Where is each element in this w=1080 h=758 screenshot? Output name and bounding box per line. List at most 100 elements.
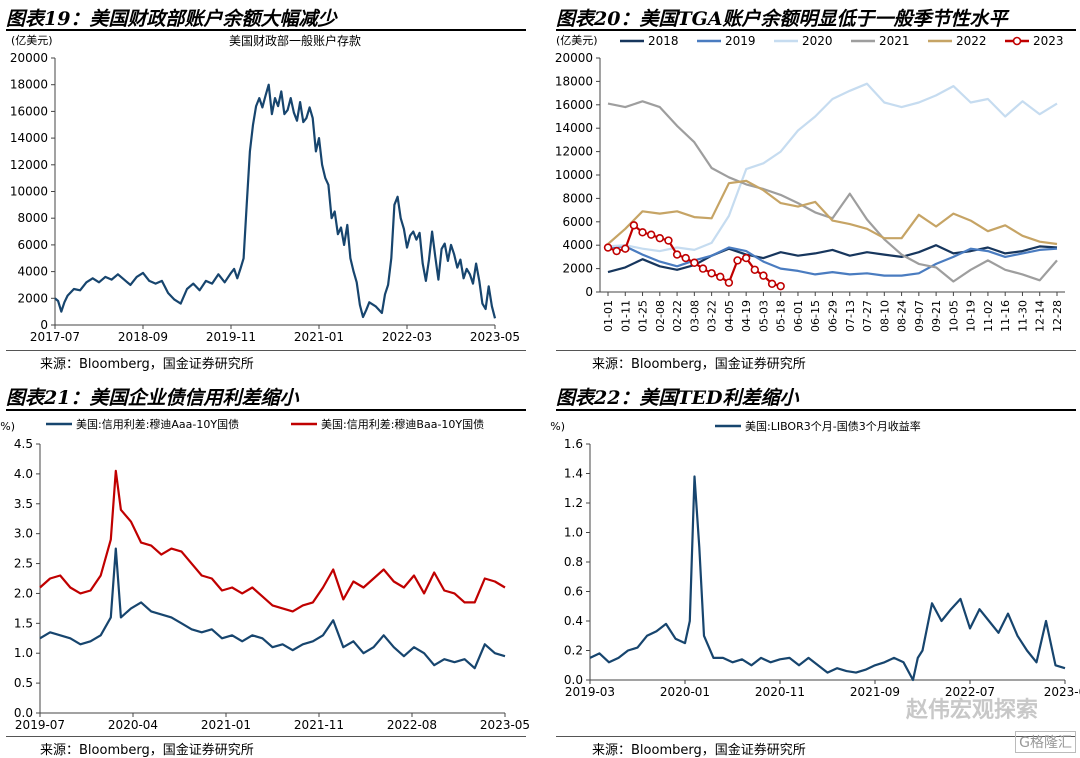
y-tick-label: 2000 (17, 291, 48, 305)
y-tick-label: 1.6 (564, 437, 583, 451)
legend-label-2022: 2022 (956, 34, 987, 48)
y-tick-label: 2.5 (14, 557, 33, 571)
panel-19-title-rule (6, 29, 526, 31)
x-tick-label: 2023-05 (470, 330, 520, 344)
legend-label-2020: 2020 (802, 34, 833, 48)
y-tick-label: 6000 (17, 238, 48, 252)
y-tick-label: 1.0 (564, 526, 583, 540)
series-line-2022 (607, 179, 1058, 246)
x-tick-label: 02-22 (671, 300, 684, 332)
x-tick-label: 07-13 (844, 300, 857, 332)
series-line-2021 (607, 100, 1058, 283)
series-point-2023 (638, 228, 647, 237)
y-tick-label: 4.0 (14, 467, 33, 481)
y-tick-label: 0.0 (564, 673, 583, 687)
y-tick-label: 1.2 (564, 496, 583, 510)
panel-20-title-rule (556, 29, 1076, 31)
x-tick-label: 01-01 (602, 300, 615, 332)
y-tick-label: 4000 (562, 238, 593, 252)
legend-label-2021: 2021 (879, 34, 910, 48)
x-tick-label: 2021-01 (294, 330, 344, 344)
x-tick-label: 04-05 (723, 300, 736, 332)
y-tick-label: 1.5 (14, 616, 33, 630)
y-tick-label: 1.0 (14, 646, 33, 660)
y-tick-label: 12000 (555, 145, 593, 159)
x-tick-label: 10-05 (947, 300, 960, 332)
panel-22-title-rule (556, 409, 1076, 411)
x-tick-label: 2022-07 (945, 685, 995, 699)
y-tick-label: 10000 (555, 168, 593, 182)
x-tick-label: 01-11 (619, 300, 632, 332)
x-tick-label: 2023-0 (1044, 685, 1080, 699)
x-tick-label: 11-16 (999, 300, 1012, 332)
panel-21-source: 来源：Bloomberg，国金证券研究所 (40, 743, 254, 758)
y-unit-label: (%) (550, 420, 565, 433)
panel-22-source: 来源：Bloomberg，国金证券研究所 (592, 743, 806, 758)
x-tick-label: 11-30 (1016, 300, 1029, 332)
y-tick-label: 16000 (555, 98, 593, 112)
x-tick-label: 08-10 (878, 300, 891, 332)
panel-19-bottom-rule (6, 350, 526, 351)
y-tick-label: 2000 (562, 262, 593, 276)
series-point-2023 (672, 250, 682, 259)
series-point-2023 (655, 233, 665, 243)
y-tick-label: 18000 (555, 74, 593, 88)
watermark-logo: G格隆汇 (1015, 731, 1076, 753)
y-unit-label: (亿美元) (11, 34, 53, 47)
series-point-2023 (629, 221, 639, 230)
y-tick-label: 8000 (17, 211, 48, 225)
x-tick-label: 09-07 (913, 300, 926, 332)
y-tick-label: 0.6 (564, 585, 583, 599)
panel-22-bottom-rule (556, 736, 1076, 737)
legend-label: 美国:LIBOR3个月-国债3个月收益率 (745, 419, 921, 433)
series-line-美国:信用利差:穆迪Baa-10Y国债 (39, 469, 506, 613)
x-tick-label: 2023-05 (480, 718, 530, 732)
panel-21-bottom-rule (6, 736, 526, 737)
x-tick-label: 06-29 (827, 300, 840, 332)
y-tick-label: 3.5 (14, 497, 33, 511)
x-tick-label: 02-08 (654, 300, 667, 332)
series-line-美国:LIBOR3个月-国债3个月收益率 (589, 475, 1066, 682)
panel-19-title: 图表19：美国财政部账户余额大幅减少 (6, 8, 337, 30)
legend-label-2023: 2023 (1033, 34, 1064, 48)
x-tick-label: 2021-01 (201, 718, 251, 732)
x-tick-label: 12-14 (1034, 300, 1047, 332)
y-tick-label: 16000 (10, 104, 48, 118)
y-tick-label: 10000 (10, 185, 48, 199)
x-tick-label: 05-03 (757, 300, 770, 332)
x-tick-label: 07-27 (861, 300, 874, 332)
legend-label-2018: 2018 (648, 34, 679, 48)
x-tick-label: 2021-09 (850, 685, 900, 699)
y-tick-label: 14000 (10, 131, 48, 145)
series-point-2023 (612, 246, 621, 256)
x-tick-label: 12-28 (1051, 300, 1064, 332)
y-tick-label: 18000 (10, 78, 48, 92)
x-tick-label: 2017-07 (30, 330, 80, 344)
y-tick-label: 6000 (562, 215, 593, 229)
chart-title: 美国财政部一般账户存款 (229, 33, 361, 48)
series-line-2020 (607, 82, 1058, 253)
panel-21-title: 图表21：美国企业债信用利差缩小 (6, 387, 299, 409)
y-tick-label: 0.8 (564, 555, 583, 569)
series-point-2023 (767, 279, 777, 289)
series-point-2023 (690, 258, 699, 267)
x-tick-label: 01-25 (637, 300, 650, 332)
x-tick-label: 2022-08 (387, 718, 437, 732)
y-tick-label: 1.4 (564, 467, 583, 481)
y-unit-label: (亿美元) (556, 34, 598, 47)
y-tick-label: 12000 (10, 158, 48, 172)
legend-label: 美国:信用利差:穆迪Baa-10Y国债 (321, 417, 484, 431)
y-unit-label: (%) (0, 420, 15, 433)
x-tick-label: 04-19 (740, 300, 753, 332)
series-point-2023 (776, 281, 785, 291)
series-point-2023 (664, 236, 673, 245)
series-point-2023 (733, 256, 742, 265)
series-point-2023 (621, 244, 630, 253)
series-point-2023 (759, 271, 768, 280)
x-tick-label: 2018-09 (118, 330, 168, 344)
panel-21-title-rule (6, 409, 526, 411)
x-tick-label: 2021-11 (294, 718, 344, 732)
y-tick-label: 0 (40, 318, 48, 332)
x-tick-label: 06-01 (792, 300, 805, 332)
y-tick-label: 4000 (17, 265, 48, 279)
